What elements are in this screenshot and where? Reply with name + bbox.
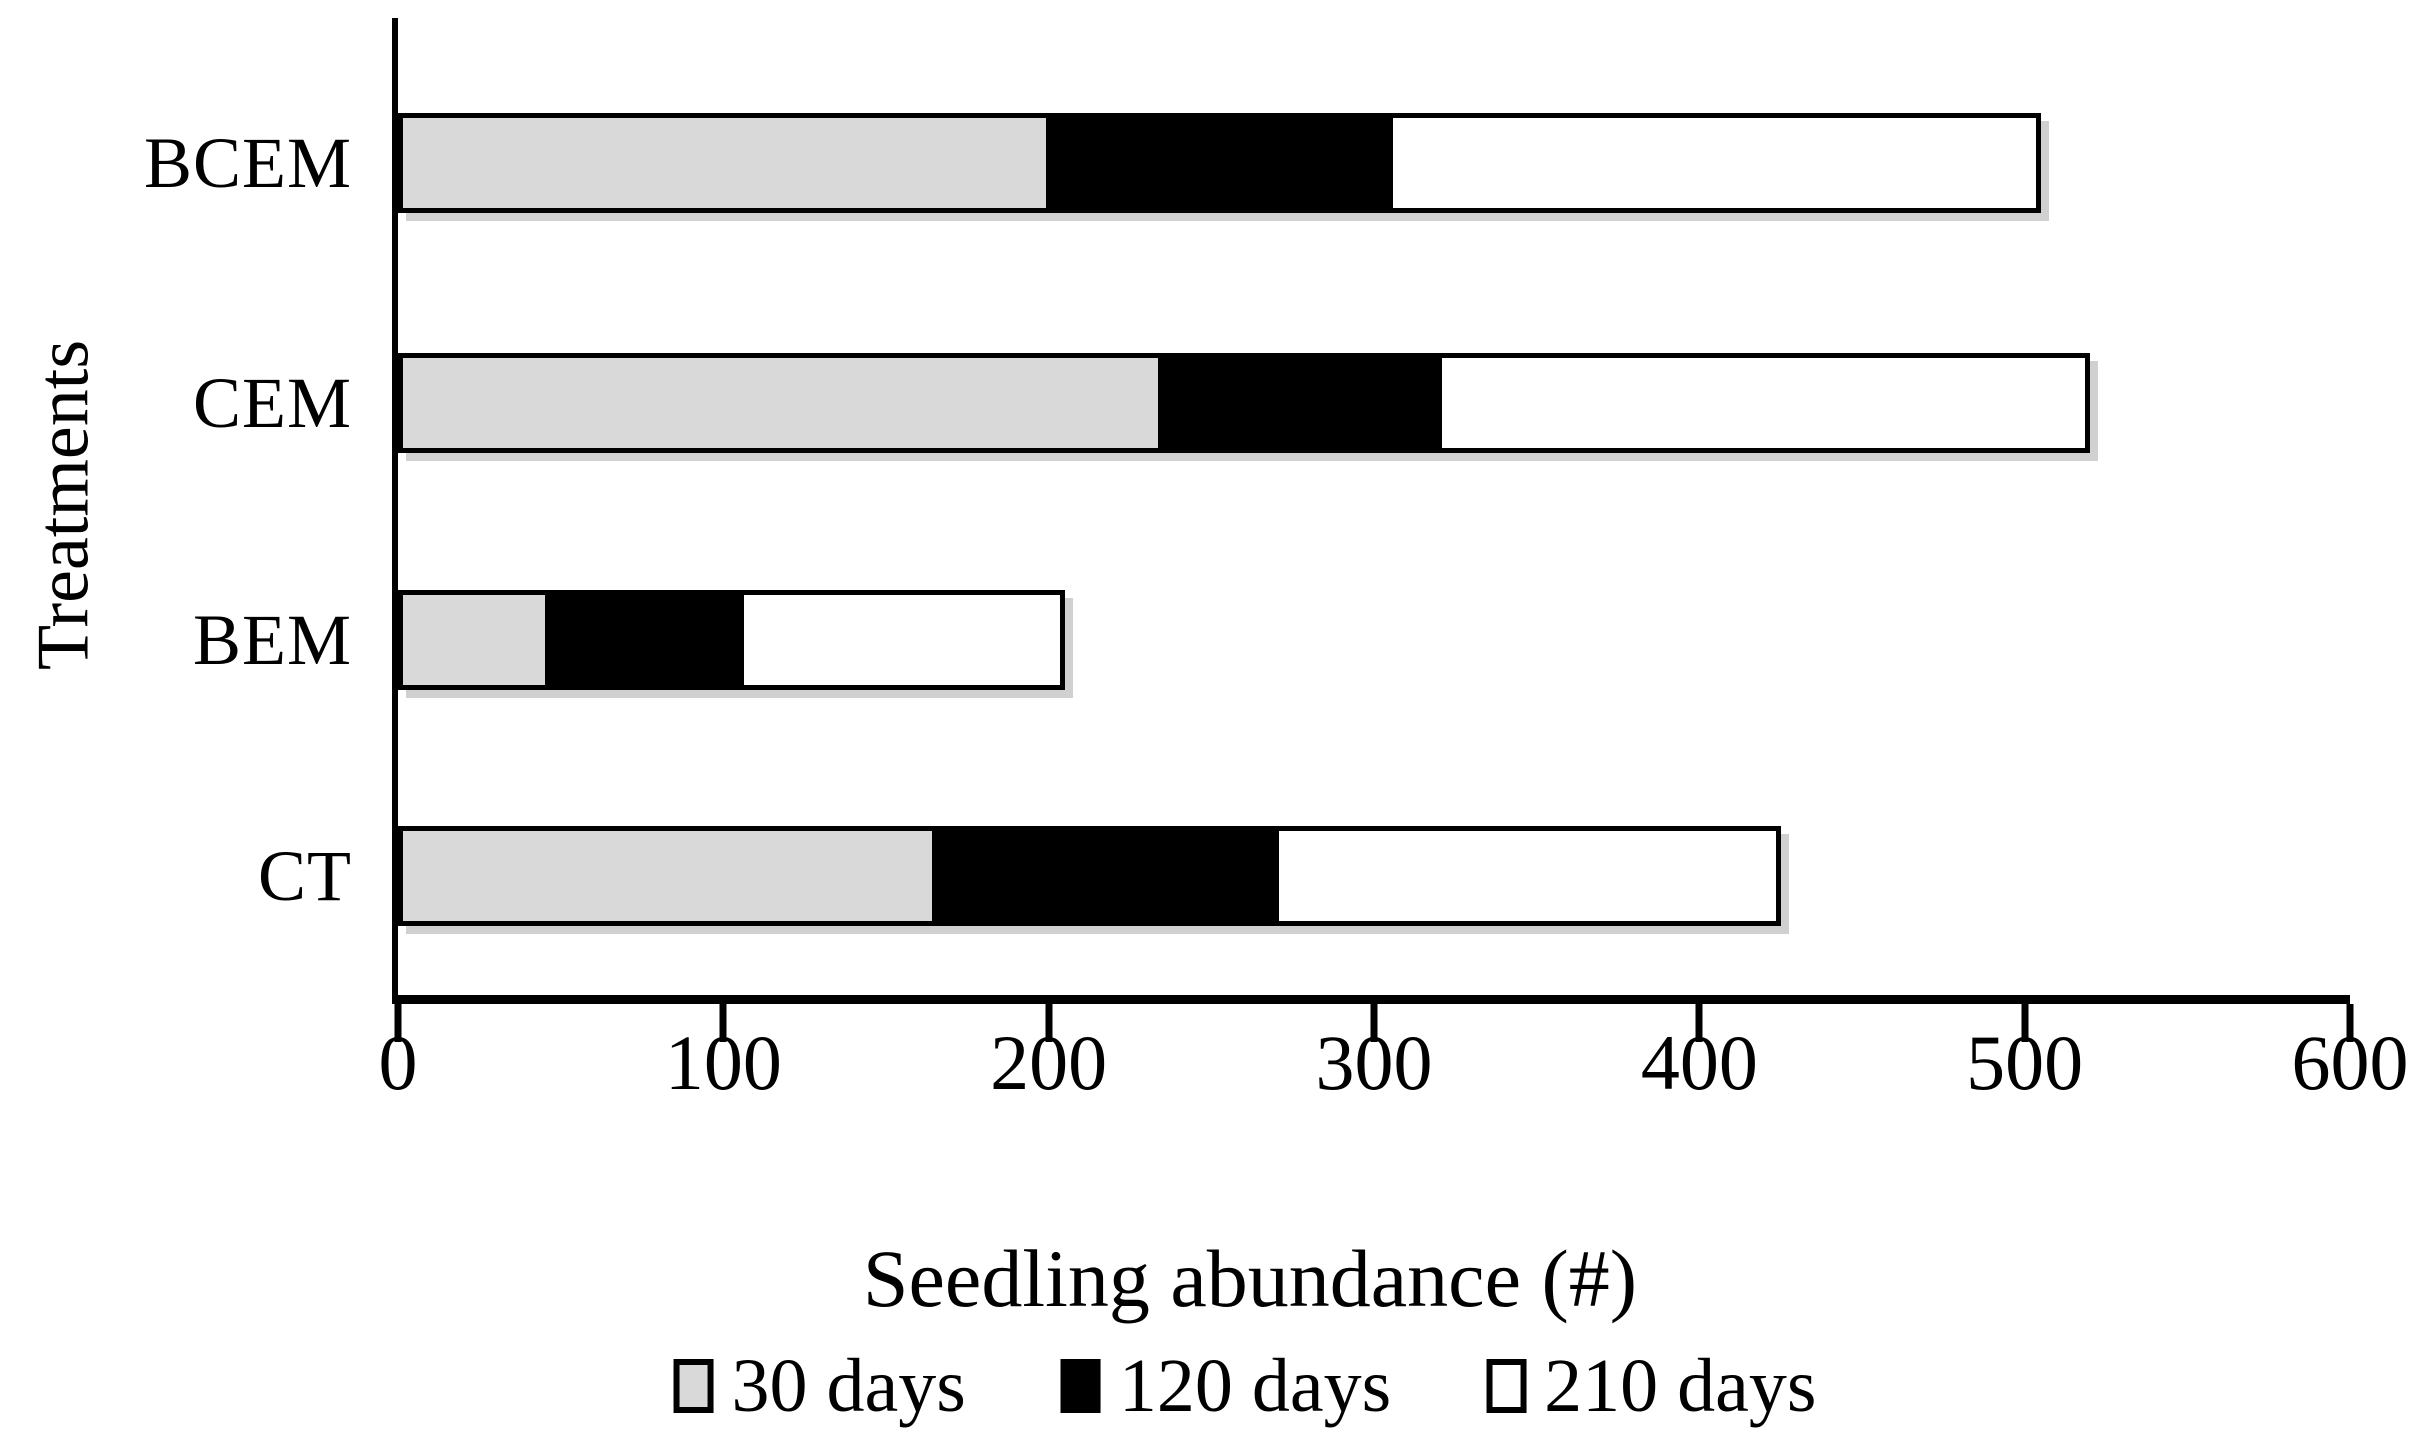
legend-item-120-days: 120 days	[1060, 1344, 1392, 1428]
tick-mark-0	[394, 1004, 402, 1042]
segment-210-days	[1388, 113, 2041, 213]
segment-120-days	[1158, 353, 1442, 453]
segment-30-days	[398, 590, 550, 690]
legend-item-210-days: 210 days	[1486, 1348, 1816, 1424]
category-label-cem: CEM	[192, 363, 352, 443]
segment-30-days	[398, 353, 1164, 453]
legend-item-30-days: 30 days	[673, 1344, 966, 1428]
legend-label: 30 days	[731, 1344, 966, 1428]
legend-swatch-icon	[673, 1359, 714, 1413]
x-axis-title: Seedling abundance (#)	[862, 1233, 1638, 1324]
tick-mark-300	[1370, 1004, 1378, 1042]
tick-mark-400	[1695, 1004, 1703, 1042]
tick-label-600: 600	[2291, 1019, 2409, 1106]
segment-120-days	[545, 590, 745, 690]
tick-label-200: 200	[990, 1019, 1108, 1106]
segment-210-days	[1436, 353, 2090, 453]
tick-label-400: 400	[1640, 1019, 1758, 1106]
tick-mark-600	[2346, 1004, 2354, 1042]
category-label-ct: CT	[257, 836, 352, 916]
segment-30-days	[398, 826, 938, 926]
plot-area	[392, 18, 2350, 1004]
legend-label: 210 days	[1544, 1344, 1817, 1428]
tick-label-500: 500	[1966, 1019, 2084, 1106]
legend: 30 days 120 days 210 days	[673, 1344, 1816, 1428]
bar-bcem	[398, 113, 2041, 213]
segment-210-days	[739, 590, 1065, 690]
tick-mark-100	[719, 1004, 727, 1042]
legend-label: 120 days	[1118, 1344, 1392, 1428]
bar-cem	[398, 353, 2090, 453]
tick-label-0: 0	[378, 1019, 418, 1106]
category-label-bem: BEM	[192, 600, 352, 680]
bar-bem	[398, 590, 1065, 690]
tick-mark-500	[2021, 1004, 2029, 1042]
segment-120-days	[1045, 113, 1394, 213]
segment-120-days	[932, 826, 1279, 926]
tick-label-100: 100	[664, 1019, 782, 1106]
segment-30-days	[398, 113, 1051, 213]
segment-210-days	[1273, 826, 1781, 926]
legend-swatch-icon	[1486, 1359, 1527, 1413]
category-label-bcem: BCEM	[143, 123, 352, 203]
bar-ct	[398, 826, 1781, 926]
legend-swatch-icon	[1060, 1359, 1101, 1413]
tick-label-300: 300	[1315, 1019, 1433, 1106]
tick-mark-200	[1045, 1004, 1053, 1042]
